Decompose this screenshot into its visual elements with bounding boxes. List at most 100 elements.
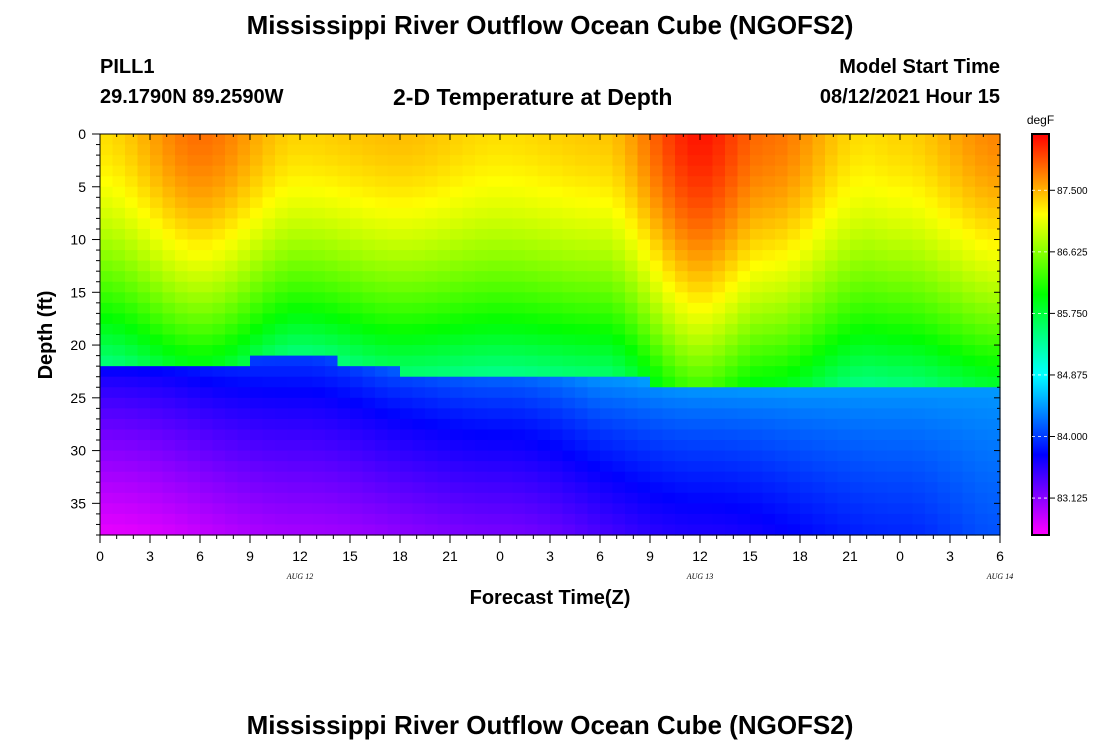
heatmap-cell	[412, 302, 426, 314]
heatmap-cell	[525, 397, 539, 409]
heatmap-cell	[887, 503, 901, 515]
heatmap-cell	[525, 302, 539, 314]
heatmap-cell	[412, 429, 426, 441]
heatmap-cell	[687, 218, 701, 230]
heatmap-cell	[325, 313, 339, 325]
heatmap-cell	[350, 176, 364, 188]
heatmap-cell	[937, 281, 951, 293]
heatmap-cell	[387, 418, 401, 431]
heatmap-cell	[962, 471, 976, 483]
heatmap-cell	[387, 281, 401, 293]
heatmap-cell	[887, 397, 901, 409]
heatmap-cell	[687, 503, 701, 515]
heatmap-cell	[237, 492, 251, 504]
heatmap-cell	[350, 461, 364, 473]
heatmap-cell	[650, 461, 664, 473]
heatmap-cell	[587, 503, 601, 515]
heatmap-cell	[387, 176, 401, 188]
heatmap-cell	[550, 471, 564, 483]
heatmap-cell	[762, 513, 776, 526]
heatmap-cell	[500, 176, 514, 188]
heatmap-cell	[887, 355, 901, 367]
heatmap-cell	[275, 440, 289, 452]
heatmap-cell	[825, 418, 839, 431]
heatmap-cell	[650, 355, 664, 367]
heatmap-cell	[575, 471, 589, 483]
heatmap-cell	[125, 482, 139, 494]
heatmap-cell	[825, 186, 839, 198]
heatmap-cell	[862, 471, 876, 483]
heatmap-cell	[412, 218, 426, 230]
heatmap-cell	[750, 218, 764, 230]
heatmap-cell	[725, 207, 739, 220]
heatmap-cell	[400, 176, 414, 188]
heatmap-cell	[287, 345, 301, 357]
heatmap-cell	[362, 366, 376, 378]
heatmap-cell	[637, 144, 651, 156]
heatmap-cell	[337, 144, 351, 156]
heatmap-cell	[212, 228, 226, 241]
heatmap-cell	[537, 418, 551, 431]
heatmap-cell	[112, 250, 126, 262]
heatmap-cell	[237, 228, 251, 241]
heatmap-cell	[900, 461, 914, 473]
heatmap-cell	[800, 207, 814, 220]
heatmap-cell	[562, 165, 576, 177]
heatmap-cell	[125, 134, 139, 146]
heatmap-cell	[675, 492, 689, 504]
heatmap-cell	[287, 471, 301, 483]
heatmap-cell	[437, 440, 451, 452]
heatmap-cell	[925, 387, 939, 399]
heatmap-cell	[900, 292, 914, 304]
heatmap-cell	[325, 302, 339, 314]
heatmap-cell	[937, 186, 951, 198]
heatmap-cell	[512, 355, 526, 367]
heatmap-cell	[387, 461, 401, 473]
heatmap-cell	[712, 513, 726, 526]
heatmap-cell	[312, 260, 326, 272]
heatmap-cell	[875, 239, 889, 251]
heatmap-cell	[312, 134, 326, 146]
heatmap-cell	[737, 355, 751, 367]
heatmap-cell	[637, 155, 651, 167]
heatmap-cell	[612, 366, 626, 378]
heatmap-cell	[387, 345, 401, 357]
heatmap-cell	[300, 397, 314, 409]
heatmap-cell	[837, 334, 851, 346]
colorbar-unit: degF	[1027, 113, 1054, 127]
heatmap-cell	[687, 239, 701, 251]
heatmap-cell	[412, 281, 426, 293]
heatmap-cell	[512, 418, 526, 431]
heatmap-cell	[387, 429, 401, 441]
heatmap-cell	[487, 450, 501, 462]
heatmap-cell	[487, 197, 501, 209]
heatmap-cell	[125, 366, 139, 378]
heatmap-cell	[612, 155, 626, 167]
heatmap-cell	[387, 492, 401, 504]
heatmap-cell	[575, 228, 589, 241]
heatmap-cell	[212, 292, 226, 304]
heatmap-cell	[212, 176, 226, 188]
heatmap-cell	[537, 207, 551, 220]
heatmap-cell	[237, 418, 251, 431]
heatmap-cell	[687, 155, 701, 167]
heatmap-cell	[350, 345, 364, 357]
heatmap-cell	[475, 271, 489, 283]
heatmap-cell	[762, 482, 776, 494]
heatmap-cell	[400, 461, 414, 473]
heatmap-cell	[187, 503, 201, 515]
heatmap-cell	[125, 429, 139, 441]
heatmap-cell	[837, 302, 851, 314]
heatmap-cell	[550, 323, 564, 336]
heatmap-cell	[362, 397, 376, 409]
heatmap-cell	[687, 355, 701, 367]
heatmap-cell	[112, 429, 126, 441]
heatmap-cell	[925, 408, 939, 420]
heatmap-cell	[187, 186, 201, 198]
heatmap-cell	[900, 524, 914, 536]
heatmap-cell	[200, 440, 214, 452]
heatmap-cell	[987, 471, 1001, 483]
heatmap-cell	[800, 323, 814, 336]
heatmap-cell	[812, 450, 826, 462]
heatmap-cell	[400, 440, 414, 452]
